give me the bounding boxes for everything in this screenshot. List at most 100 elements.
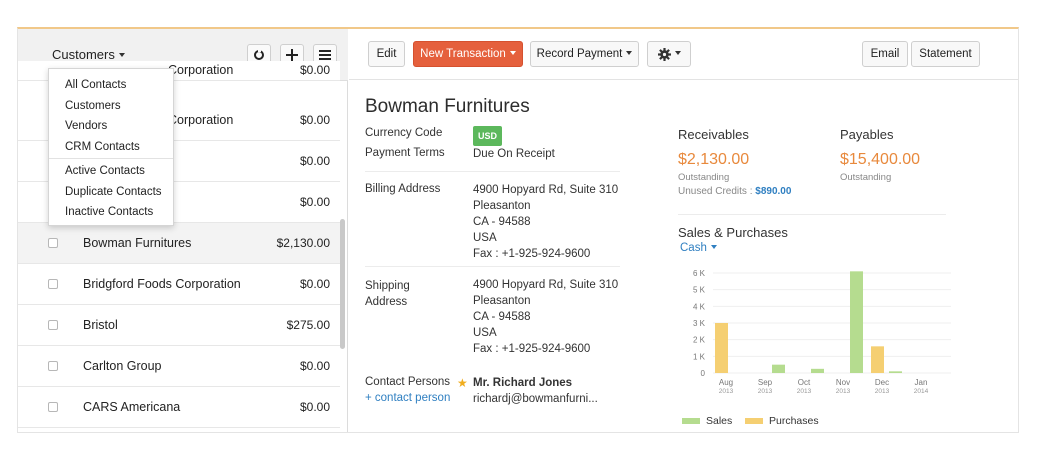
x-tick-label: Jan [915, 378, 928, 387]
contact-row-amount: $0.00 [299, 113, 330, 127]
filter-vendors[interactable]: Vendors [65, 120, 108, 132]
contact-row[interactable]: Carlton Group $0.00 [18, 346, 340, 387]
filter-customers[interactable]: Customers [65, 99, 121, 112]
shipping-address: 4900 Hopyard Rd, Suite 310 Pleasanton CA… [473, 279, 619, 355]
row-checkbox[interactable] [48, 361, 58, 371]
x-tick-label: Aug [719, 378, 733, 387]
filter-duplicate-contacts[interactable]: Duplicate Contacts [65, 185, 162, 198]
filter-all-contacts[interactable]: All Contacts [65, 79, 127, 91]
purchases-bar [871, 346, 884, 373]
currency-badge: USD [473, 126, 503, 146]
caret-down-icon [626, 51, 633, 55]
divider [365, 266, 620, 267]
unused-credits-amount[interactable]: $890.00 [755, 186, 792, 197]
row-checkbox[interactable] [48, 279, 58, 289]
caret-down-icon [509, 51, 516, 55]
gear-icon [657, 47, 671, 61]
y-tick-label: 0 [701, 369, 706, 378]
divider [365, 171, 620, 172]
row-checkbox[interactable] [48, 320, 58, 330]
receivables-amount: $2,130.00 [678, 151, 750, 168]
contact-row-name: Bridgford Foods Corporation [83, 277, 241, 291]
currency-label: Currency Code [365, 127, 443, 139]
billing-address: 4900 Hopyard Rd, Suite 310 Pleasanton CA… [473, 184, 619, 260]
sales-purchases-chart: 01 K2 K3 K4 K5 K6 KAug2013Sep2013Oct2013… [693, 269, 951, 395]
x-tick-year: 2013 [836, 388, 851, 395]
list-filter-title[interactable]: Customers [52, 47, 125, 62]
caret-down-icon [710, 244, 717, 249]
contact-person-email: richardj@bowmanfurni... [473, 393, 598, 405]
x-tick-label: Sep [758, 378, 773, 387]
plus-icon [286, 49, 298, 61]
payables-sub: Outstanding [840, 172, 892, 183]
y-tick-label: 3 K [693, 319, 706, 328]
sales-bar [811, 368, 824, 373]
dropdown-divider [49, 158, 173, 159]
receivables-label: Receivables [678, 127, 749, 142]
statement-button[interactable]: Statement [911, 41, 980, 67]
add-contact-person-link[interactable]: + contact person [365, 392, 451, 404]
payment-terms-label: Payment Terms [365, 147, 445, 159]
receivables-sub: Outstanding [678, 172, 730, 183]
sales-bar [772, 364, 785, 373]
x-tick-year: 2013 [758, 388, 773, 395]
contact-row[interactable]: Bowman Furnitures $2,130.00 [18, 223, 340, 264]
contact-row-name: CARS Americana [83, 400, 181, 414]
contact-row-name: Corporation [168, 63, 234, 77]
purchases-bar [715, 323, 728, 373]
contact-row-amount: $0.00 [299, 195, 330, 209]
contact-row-amount: $0.00 [299, 63, 330, 77]
sales-bar [889, 371, 902, 373]
email-button[interactable]: Email [862, 41, 908, 67]
legend-purchases: Purchases [745, 415, 819, 427]
contact-row-name: Bowman Furnitures [83, 236, 192, 250]
filter-crm-contacts[interactable]: CRM Contacts [65, 140, 140, 153]
x-tick-label: Dec [875, 378, 889, 387]
edit-button[interactable]: Edit [368, 41, 405, 67]
payment-terms-value: Due On Receipt [473, 148, 555, 160]
primary-star-icon: ★ [457, 376, 468, 390]
payables-label: Payables [840, 127, 894, 142]
x-tick-year: 2013 [719, 388, 734, 395]
contact-row-amount: $0.00 [299, 359, 330, 373]
x-tick-label: Oct [798, 378, 811, 387]
billing-address-label: Billing Address [365, 183, 441, 195]
filter-inactive-contacts[interactable]: Inactive Contacts [65, 206, 154, 218]
menu-icon [319, 50, 331, 60]
contact-persons-label: Contact Persons [365, 376, 451, 388]
refresh-icon [254, 49, 264, 60]
legend-purchases-swatch [745, 418, 763, 424]
row-checkbox[interactable] [48, 238, 58, 248]
chart-basis-select[interactable]: Cash [680, 242, 717, 254]
contact-row-amount: $2,130.00 [276, 236, 330, 250]
contact-row[interactable]: Bristol $275.00 [18, 305, 340, 346]
y-tick-label: 2 K [693, 336, 706, 345]
contact-row-amount: $0.00 [299, 400, 330, 414]
filter-active-contacts[interactable]: Active Contacts [65, 165, 145, 177]
list-scrollbar[interactable] [340, 219, 345, 349]
settings-button[interactable] [647, 41, 691, 67]
new-transaction-button[interactable]: New Transaction [413, 41, 523, 67]
contact-list-panel: Customers Corporation $0.00 Corporation $0.… [18, 29, 348, 432]
contact-row-name: Bristol [83, 318, 118, 332]
x-tick-year: 2013 [875, 388, 890, 395]
sales-bar [850, 271, 863, 373]
record-payment-button[interactable]: Record Payment [530, 41, 639, 67]
y-tick-label: 5 K [693, 286, 706, 295]
detail-toolbar: Edit New Transaction Record Payment Emai… [349, 29, 1018, 80]
contact-row[interactable]: Bridgford Foods Corporation $0.00 [18, 264, 340, 305]
row-checkbox[interactable] [48, 402, 58, 412]
y-tick-label: 1 K [693, 352, 706, 361]
caret-down-icon [674, 51, 681, 55]
chart-title: Sales & Purchases [678, 225, 788, 240]
app-frame: Customers Corporation $0.00 Corporation $0.… [17, 27, 1019, 433]
x-tick-year: 2014 [914, 388, 929, 395]
shipping-address-label: Shipping Address [365, 280, 410, 308]
x-tick-year: 2013 [797, 388, 812, 395]
contact-row-amount: $0.00 [299, 154, 330, 168]
divider [678, 214, 946, 215]
legend-sales-swatch [682, 418, 700, 424]
contact-name: Bowman Furnitures [365, 96, 530, 117]
y-tick-label: 6 K [693, 269, 706, 278]
contact-row[interactable]: CARS Americana $0.00 [18, 387, 340, 428]
